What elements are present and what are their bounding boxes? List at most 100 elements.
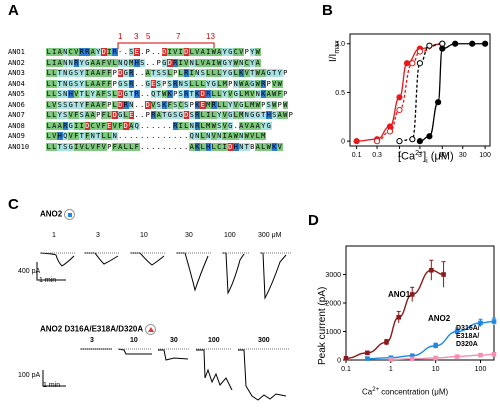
sequence-residues: LLTSGIVLVFVPFALLF.........AKLHLCIDHNTBAL… [46,142,283,151]
column-mark: 7 [176,32,181,41]
bottom-scale-time: 1 min [43,382,61,389]
trace-bottom-5 [238,349,287,401]
trace-top-6 [260,252,287,300]
sequence-residues: LIANCVRRAYDIR-.SE.P..DIVIDLVAIWAYGCVPYW [46,48,261,56]
x-tick-label: 100 [479,152,491,159]
data-point [416,48,423,55]
top-scale-bar [36,262,66,281]
trace-top-5 [222,252,245,295]
concentration-label: 100 [208,337,220,344]
data-point [433,343,438,349]
sequence-name: ANO8 [8,121,25,130]
mutant-marker-icon [145,324,157,335]
sequence-name: ANO5 [8,90,25,98]
trace-bottom-4 [196,349,233,391]
x-tick-label: 3 [418,152,422,159]
sequence-name: ANO1 [8,48,25,56]
x-tick-label: 0.3 [372,152,382,159]
column-mark: 1 [118,32,123,41]
data-point [416,60,423,67]
data-point [373,138,381,145]
data-point [396,106,403,114]
bottom-scale-bar [42,370,66,387]
sequence-residues: LVSSGTYFAAFPLDRN..DVSKFSCSPKEMRLLYVGLMWP… [46,100,288,109]
trace-title-mutant: ANO2 D316A/E318A/D320A [40,324,157,335]
x-tick-label: 1 [389,366,393,373]
data-point [388,357,394,362]
data-point [454,329,460,334]
data-point [396,314,402,320]
data-point [396,94,403,101]
column-mark: 3 [134,32,139,41]
data-point [384,340,389,345]
trace-svg [36,252,292,401]
data-point [441,272,446,277]
panel-letter-b: B [322,2,333,19]
y-tick-label: 2000 [325,301,341,308]
series-line [419,43,486,142]
series-line [356,43,443,142]
data-point [343,355,349,361]
chart-d-ylabel: Peak current (pA) [317,286,328,365]
ano2-marker-icon [64,209,76,220]
data-point [416,138,423,145]
concentration-label: 10 [130,337,138,344]
concentration-label: 100 [224,232,236,239]
column-mark: 5 [146,32,151,41]
concentration-label: 300 [258,337,270,344]
data-point [409,356,415,362]
concentration-label: 10 [140,232,148,239]
x-tick-label: 100 [475,366,487,373]
sequence-residues: LLSNHVTLYAFSLDGTR..QTWKPSRTKDRLLYVGLMVNK… [46,90,288,98]
x-tick-label: 0.1 [341,366,351,373]
series-line [399,43,443,142]
data-point [491,352,497,357]
sequence-residues: LLYSVFSAAPFLDGLE..PRATGSGDSRLILYVGLMNGGT… [46,111,293,119]
data-point [491,319,497,324]
data-point [454,354,460,359]
trace-top-2 [84,252,119,265]
concentration-label: 3 [96,232,100,239]
sequence-residues: LAARGIIDCVFEVFDAQ......RILNRLMWSVG.AVAAY… [46,121,272,130]
series-label-mutant: D316A/ E318A/ D320A [456,325,480,348]
sequence-name: ANO4 [8,79,25,88]
chart-b-ylabel: I/Imax [328,40,341,62]
data-point [478,352,483,358]
panel-letter-a: A [8,2,19,19]
trace-top-4 [176,252,209,292]
y-tick-label: 0 [337,358,341,365]
sequence-name: ANO6 [8,100,25,109]
data-point [409,60,416,67]
x-tick-label: 1 [398,152,402,159]
data-point [409,292,415,297]
chart-d-xlabel: Ca2+ concentration (μM) [362,387,449,397]
x-tick-label: 10 [432,366,440,373]
panel-letter-c: C [8,196,19,213]
data-point [478,320,483,326]
data-point [353,138,360,145]
trace-top-3 [130,252,165,266]
data-point [365,350,370,356]
bottom-scale-current: 100 pA [18,372,41,379]
sequence-residues: LLTNGSYLAAFFPGSR..GESPSRNSLLLYGLMPNWAGWR… [46,79,283,88]
data-point [433,355,438,361]
bracket-line [117,42,215,49]
trace-bottom-2 [117,348,152,355]
concentration-label: 1 [52,232,56,239]
sequence-name: ANO10 [8,142,30,151]
sequence-name: ANO7 [8,111,25,119]
trace-title-ano2: ANO2 [40,209,76,220]
sequence-name: ANO3 [8,69,25,77]
data-point [429,267,434,273]
concentration-label: 30 [170,337,178,344]
chart-b: 0.1 0.3 1 3 10 30 100 0 0.5 1.0 [335,33,491,159]
sequence-residues: LLTNGSYIAAFFPDGR..ATSSLPLRINSLLLYGLKVTWA… [46,69,288,77]
y-tick-label: 1000 [325,329,341,336]
concentration-label: 30 [185,232,193,239]
sequence-name: ANO9 [8,132,25,140]
data-point [409,136,416,143]
x-tick-label: 0.1 [352,152,362,159]
series-label-ano2: ANO2 [428,314,451,323]
series-label-ano1: ANO1 [388,290,411,299]
